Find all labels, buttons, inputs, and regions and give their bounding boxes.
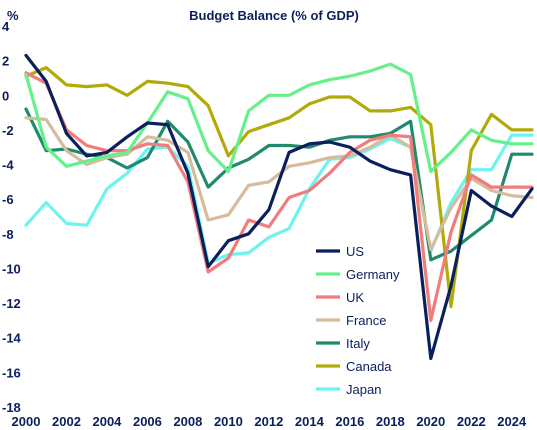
- x-tick-label: 2012: [254, 414, 283, 429]
- y-tick-label: 4: [2, 19, 10, 34]
- x-tick-label: 2020: [416, 414, 445, 429]
- y-tick-label: -12: [2, 296, 21, 311]
- x-tick-label: 2010: [214, 414, 243, 429]
- series-line-us: [24, 53, 534, 361]
- x-tick-label: 2024: [497, 414, 527, 429]
- legend: US Germany UK France Italy Canada Japan: [316, 244, 400, 397]
- x-tick-label: 2004: [92, 414, 122, 429]
- legend-label-germany: Germany: [346, 267, 400, 282]
- y-tick-label: -10: [2, 261, 21, 276]
- y-axis-ticks: 4 2 0 -2 -4 -6 -8 -10 -12 -14 -16 -18: [2, 19, 22, 415]
- legend-label-france: France: [346, 313, 386, 328]
- chart-title: Budget Balance (% of GDP): [189, 8, 359, 23]
- y-tick-label: -14: [2, 331, 22, 346]
- legend-label-italy: Italy: [346, 336, 370, 351]
- series-line-japan: [24, 133, 534, 265]
- series-line-canada: [24, 65, 534, 309]
- x-tick-label: 2002: [52, 414, 81, 429]
- x-axis-ticks: 2000 2002 2004 2006 2008 2010 2012 2014 2016 2018…: [12, 414, 527, 429]
- x-tick-label: 2006: [133, 414, 162, 429]
- legend-label-uk: UK: [346, 290, 364, 305]
- y-tick-label: -2: [2, 123, 14, 138]
- x-tick-label: 2000: [12, 414, 41, 429]
- y-tick-label: -4: [2, 158, 14, 173]
- y-tick-label: -18: [2, 400, 21, 415]
- series-layer: [24, 53, 534, 361]
- legend-label-japan: Japan: [346, 382, 381, 397]
- x-tick-label: 2008: [173, 414, 202, 429]
- y-tick-label: 2: [2, 54, 9, 69]
- series-line-france: [24, 116, 534, 251]
- y-unit-label: %: [7, 8, 19, 23]
- y-tick-label: -6: [2, 192, 14, 207]
- x-tick-label: 2016: [335, 414, 364, 429]
- y-tick-label: -16: [2, 365, 21, 380]
- legend-label-us: US: [346, 244, 364, 259]
- series-line-germany: [24, 62, 534, 174]
- y-tick-label: 0: [2, 88, 9, 103]
- legend-label-canada: Canada: [346, 359, 392, 374]
- x-tick-label: 2018: [376, 414, 405, 429]
- x-tick-label: 2022: [457, 414, 486, 429]
- x-tick-label: 2014: [295, 414, 325, 429]
- y-tick-label: -8: [2, 227, 14, 242]
